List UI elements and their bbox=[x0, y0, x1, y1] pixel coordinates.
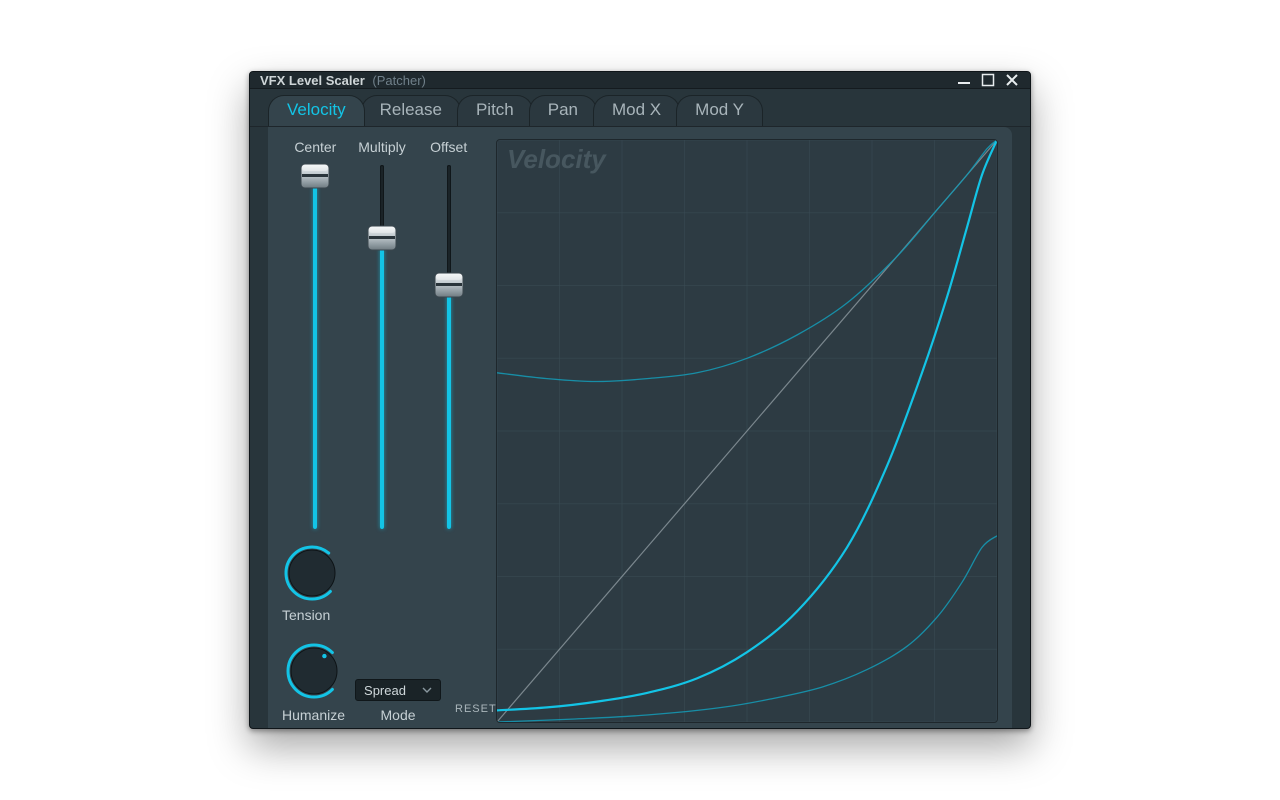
window-title-text: VFX Level Scaler bbox=[260, 73, 365, 88]
controls-column: Center Multiply Offset bbox=[282, 139, 482, 723]
tab-velocity[interactable]: Velocity bbox=[268, 95, 365, 126]
slider-label-center: Center bbox=[282, 139, 349, 155]
mode-label: Mode bbox=[381, 707, 416, 723]
velocity-graph[interactable]: Velocity bbox=[496, 139, 998, 723]
window-title: VFX Level Scaler (Patcher) bbox=[260, 73, 426, 88]
tension-label: Tension bbox=[282, 607, 482, 623]
mode-select[interactable]: Spread bbox=[355, 679, 441, 701]
chevron-down-icon bbox=[422, 683, 432, 698]
offset-slider-thumb[interactable] bbox=[434, 272, 464, 298]
tab-strip: VelocityReleasePitchPanMod XMod Y bbox=[250, 89, 1030, 127]
tension-row: Tension bbox=[282, 543, 482, 623]
mode-select-value: Spread bbox=[364, 683, 406, 698]
slider-label-offset: Offset bbox=[415, 139, 482, 155]
main-panel: Center Multiply Offset bbox=[268, 127, 1012, 729]
tab-mod-x[interactable]: Mod X bbox=[593, 95, 680, 126]
close-icon[interactable] bbox=[1004, 72, 1020, 88]
tab-mod-y[interactable]: Mod Y bbox=[676, 95, 763, 126]
tab-pitch[interactable]: Pitch bbox=[457, 95, 533, 126]
maximize-icon[interactable] bbox=[980, 72, 996, 88]
tab-release[interactable]: Release bbox=[361, 95, 461, 126]
offset-slider[interactable] bbox=[415, 157, 482, 537]
minimize-icon[interactable] bbox=[956, 72, 972, 88]
window-subtitle: (Patcher) bbox=[372, 73, 425, 88]
slider-labels-row: Center Multiply Offset bbox=[282, 139, 482, 155]
slider-label-multiply: Multiply bbox=[349, 139, 416, 155]
tension-knob[interactable] bbox=[282, 543, 482, 603]
reset-button[interactable]: RESET bbox=[451, 701, 501, 717]
humanize-label: Humanize bbox=[282, 707, 345, 723]
slider-row bbox=[282, 157, 482, 537]
humanize-row: Humanize Spread Mode RESET bbox=[282, 641, 482, 723]
multiply-slider-thumb[interactable] bbox=[367, 225, 397, 251]
center-slider[interactable] bbox=[282, 157, 349, 537]
center-slider-thumb[interactable] bbox=[300, 163, 330, 189]
titlebar[interactable]: VFX Level Scaler (Patcher) bbox=[250, 72, 1030, 89]
tab-pan[interactable]: Pan bbox=[529, 95, 597, 126]
plugin-window: VFX Level Scaler (Patcher) VelocityRelea… bbox=[249, 71, 1031, 729]
graph-canvas bbox=[497, 140, 997, 722]
humanize-knob[interactable] bbox=[284, 641, 344, 701]
multiply-slider[interactable] bbox=[349, 157, 416, 537]
